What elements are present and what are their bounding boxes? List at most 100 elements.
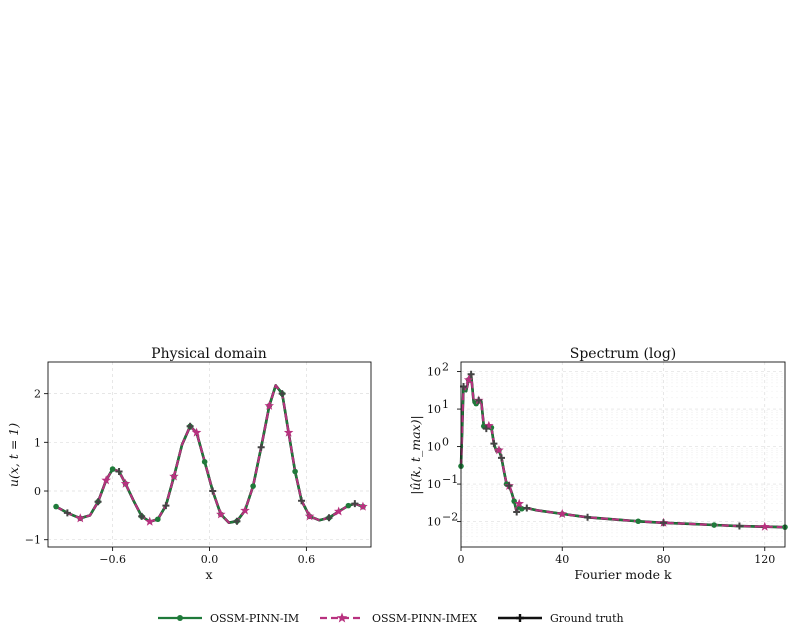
- legend-im-marker: [177, 615, 183, 621]
- marker-im: [292, 468, 298, 475]
- marker-im: [155, 516, 161, 523]
- legend-truth-label: Ground truth: [550, 612, 624, 625]
- marker-truth: [490, 440, 498, 448]
- legend-imex-marker: [336, 612, 348, 623]
- y-tick-label: 0: [34, 485, 41, 498]
- marker-truth: [660, 519, 667, 527]
- marker-truth: [735, 522, 743, 530]
- x-tick-label: 0: [458, 553, 465, 566]
- y-tick-label: 10: [427, 516, 441, 529]
- marker-truth: [325, 514, 333, 522]
- physical-ticks: −0.6 0.0 0.6 −1 0 1 2: [25, 388, 315, 566]
- marker-imex: [144, 516, 155, 526]
- legend-imex-label: OSSM-PINN-IMEX: [372, 612, 477, 625]
- marker-im: [711, 522, 717, 528]
- legend-im: OSSM-PINN-IM: [158, 612, 299, 625]
- physical-title: Physical domain: [151, 346, 267, 362]
- marker-truth: [523, 504, 531, 512]
- x-tick-label: 40: [555, 553, 569, 566]
- y-tick-label: 10: [427, 478, 441, 491]
- marker-truth: [278, 390, 286, 398]
- marker-imex: [240, 505, 250, 515]
- marker-truth: [351, 500, 359, 508]
- y-tick-exponent: 0: [442, 436, 449, 449]
- y-tick-label: −1: [25, 534, 41, 547]
- marker-truth: [233, 517, 241, 525]
- spectrum-title: Spectrum (log): [570, 346, 677, 362]
- series-line-ground-truth: [459, 372, 786, 529]
- marker-truth: [209, 487, 217, 495]
- spectrum-ylabel: |û(k, t_max)|: [408, 415, 423, 494]
- legend-truth: Ground truth: [498, 612, 624, 625]
- y-tick-exponent: 1: [442, 398, 449, 411]
- series-line-ossm-pinn-imex: [460, 373, 786, 529]
- y-tick-label: 10: [427, 403, 441, 416]
- x-tick-label: 0.6: [298, 553, 316, 566]
- marker-imex: [484, 420, 494, 430]
- marker-truth: [298, 497, 306, 505]
- marker-truth: [138, 512, 146, 520]
- y-tick-label: 1: [34, 436, 41, 449]
- marker-truth: [467, 370, 475, 378]
- y-tick-exponent: 2: [442, 361, 449, 374]
- marker-truth: [505, 482, 513, 490]
- x-tick-label: 80: [657, 553, 671, 566]
- spectrum-frame: [460, 361, 786, 548]
- legend-truth-marker: [516, 614, 524, 622]
- marker-imex: [333, 506, 344, 516]
- marker-imex: [216, 509, 226, 519]
- physical-frame: [47, 361, 372, 548]
- marker-im: [635, 518, 641, 525]
- marker-truth: [162, 502, 170, 510]
- x-tick-label: −0.6: [99, 553, 126, 566]
- marker-truth: [115, 468, 123, 476]
- x-tick-label: 0.0: [201, 553, 219, 566]
- marker-truth: [94, 498, 102, 506]
- physical-panel: Physical domain −0.6 0.0 0.6 −1 0 1 2 x u(x, t…: [6, 346, 372, 582]
- physical-lines: [53, 384, 368, 526]
- marker-imex: [557, 508, 568, 518]
- marker-truth: [584, 513, 592, 521]
- marker-truth: [498, 454, 505, 462]
- marker-imex: [494, 445, 504, 455]
- marker-imex: [120, 478, 131, 488]
- legend: OSSM-PINN-IM OSSM-PINN-IMEX Ground truth: [158, 612, 624, 625]
- y-tick-label: 10: [427, 441, 441, 454]
- marker-im: [109, 466, 116, 472]
- marker-imex: [191, 427, 202, 437]
- marker-imex: [75, 513, 86, 523]
- y-tick-label: 10: [427, 366, 441, 379]
- marker-im: [250, 483, 256, 489]
- y-tick-label: 2: [34, 388, 41, 401]
- marker-im: [345, 502, 352, 509]
- marker-truth: [186, 422, 194, 430]
- series-line-ossm-pinn-im: [459, 373, 786, 529]
- legend-im-label: OSSM-PINN-IM: [210, 612, 299, 625]
- marker-imex: [358, 501, 368, 511]
- marker-im: [53, 503, 59, 510]
- marker-im: [201, 459, 208, 465]
- marker-imex: [169, 471, 179, 481]
- marker-imex: [514, 498, 524, 508]
- marker-imex: [283, 427, 294, 437]
- marker-im: [518, 505, 525, 512]
- marker-imex: [304, 511, 315, 521]
- marker-imex: [264, 400, 275, 410]
- x-tick-label: 120: [754, 553, 775, 566]
- marker-truth: [475, 396, 483, 404]
- spectrum-grid: [460, 362, 785, 547]
- marker-truth: [513, 508, 521, 516]
- y-tick-exponent: −1: [442, 473, 458, 486]
- spectrum-lines: [458, 370, 788, 531]
- spectrum-xlabel: Fourier mode k: [574, 567, 672, 582]
- marker-truth: [257, 443, 265, 451]
- legend-imex: OSSM-PINN-IMEX: [320, 612, 477, 625]
- marker-imex: [463, 374, 474, 384]
- physical-xlabel: x: [205, 567, 212, 582]
- marker-imex: [759, 521, 770, 531]
- y-tick-exponent: −2: [442, 511, 458, 524]
- marker-truth: [482, 425, 490, 433]
